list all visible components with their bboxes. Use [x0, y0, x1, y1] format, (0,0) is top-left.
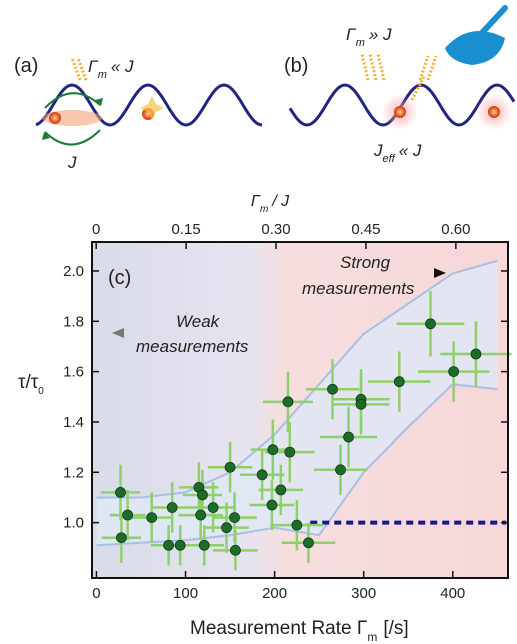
data-point	[282, 396, 294, 408]
model-band	[96, 260, 498, 546]
x2-tick-label: 0.60	[441, 221, 470, 238]
probe-lamp	[445, 30, 505, 66]
symbol: Γ	[346, 25, 357, 44]
rate-label: Γm » J	[346, 25, 392, 49]
data-point	[163, 539, 175, 551]
tunneling-arrow	[44, 92, 101, 109]
symbol: J	[373, 141, 383, 160]
y-axis-label: τ/τ0	[18, 372, 44, 397]
arrow-head	[434, 268, 446, 278]
x2-axis-label: Γm / J	[251, 193, 290, 215]
y-tick-label: 1.4	[63, 414, 84, 431]
data-point	[166, 502, 178, 513]
atom	[488, 106, 500, 118]
data-point	[115, 487, 126, 498]
data-point	[291, 519, 303, 531]
data-point	[355, 398, 367, 410]
tunneling-arrow	[44, 129, 101, 146]
atom	[394, 106, 406, 118]
y-tick-label: 2.0	[63, 263, 84, 280]
data-point	[327, 383, 338, 395]
data-point	[115, 532, 127, 544]
subscript: m	[367, 630, 377, 644]
x-tick-label: 200	[262, 585, 287, 602]
subscript: m	[98, 69, 107, 81]
photon	[70, 57, 88, 81]
x2-tick-label: 0.30	[261, 221, 290, 238]
y-tick-label: 1.2	[63, 464, 84, 481]
relation: « J	[111, 57, 134, 76]
annotation: measurements	[136, 337, 249, 356]
y-tick-label: 1.6	[63, 364, 84, 381]
data-point	[229, 512, 240, 523]
subscript: eff	[383, 153, 396, 165]
arrow-head	[112, 328, 124, 338]
data-point	[122, 509, 134, 521]
data-point	[198, 539, 210, 551]
data-point	[230, 544, 241, 556]
annotation: Strong	[340, 253, 391, 272]
x2-tick-label: 0	[92, 221, 100, 238]
probe-handle	[477, 5, 508, 38]
relation: « J	[399, 141, 422, 160]
subscript: 0	[38, 386, 44, 397]
panel-label: (b)	[284, 55, 308, 77]
x-axis-label: Measurement Rate Γm [/s]	[190, 618, 409, 644]
plot-frame	[91, 241, 509, 579]
x-tick-label: 100	[173, 585, 198, 602]
data-point	[266, 499, 278, 511]
data-point	[284, 446, 296, 458]
symbol: Γ	[251, 193, 261, 210]
symbol: Γ	[88, 57, 99, 76]
data-point	[393, 376, 405, 388]
data-point	[146, 512, 158, 523]
schematic: (a) Γm « J J (b) Γm» J Jeff « J	[14, 5, 516, 172]
coupling-label: J	[67, 153, 77, 172]
label-unit: [/s]	[383, 618, 408, 639]
label-text: Measurement Rate Γ	[190, 618, 367, 639]
subscript: m	[356, 37, 365, 49]
data-point	[267, 444, 279, 456]
data-point	[335, 464, 346, 476]
annotation: measurements	[302, 279, 415, 298]
panel-label: (c)	[108, 267, 131, 289]
data-point	[470, 348, 482, 360]
x-tick-label: 0	[92, 585, 100, 602]
atom	[49, 112, 61, 124]
panel-label: (a)	[14, 55, 38, 77]
data-point	[224, 461, 236, 473]
data-point	[303, 537, 314, 549]
data-point	[174, 539, 186, 551]
data-point	[256, 469, 268, 481]
photon-flash	[140, 96, 164, 120]
coupling-label: Jeff « J	[373, 141, 422, 165]
x2-tick-label: 0.45	[351, 221, 380, 238]
data-point	[197, 489, 208, 501]
relation: » J	[369, 25, 392, 44]
plot: (c) Strong measurements Weak measurements 0 10…	[18, 193, 512, 644]
subscript: m	[260, 204, 268, 215]
label-rest: / J	[271, 193, 290, 210]
label-text: τ/τ	[18, 372, 39, 393]
band-edge	[96, 259, 498, 499]
y-tick-label: 1.8	[63, 313, 84, 330]
x-tick-label: 300	[351, 585, 376, 602]
data-point	[275, 484, 287, 496]
data-point	[425, 318, 436, 330]
data-point	[207, 502, 219, 513]
data-point	[343, 431, 354, 443]
annotation: Weak	[176, 312, 221, 331]
data-point	[221, 522, 232, 534]
lattice-potential	[35, 83, 263, 127]
data-point	[448, 366, 460, 378]
data-point	[195, 509, 207, 521]
y-tick-label: 1.0	[63, 515, 84, 532]
x2-tick-label: 0.15	[172, 221, 201, 238]
rate-label: Γm « J	[88, 57, 134, 81]
x-tick-label: 400	[440, 585, 465, 602]
photon	[360, 53, 438, 101]
